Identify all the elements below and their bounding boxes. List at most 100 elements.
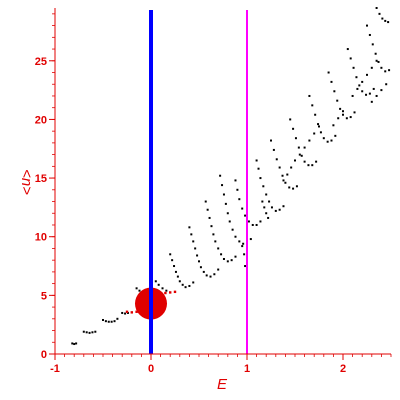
data-point xyxy=(184,286,187,289)
data-point xyxy=(138,289,141,292)
data-point xyxy=(194,247,197,250)
data-point xyxy=(192,240,195,243)
data-point xyxy=(135,287,138,290)
data-point xyxy=(380,66,383,69)
y-tick-label: 25 xyxy=(35,56,47,68)
data-point xyxy=(238,240,241,243)
data-point xyxy=(244,214,247,217)
data-point xyxy=(222,257,225,260)
y-axis-label: <n> xyxy=(18,169,35,195)
data-point xyxy=(178,280,181,283)
data-point xyxy=(196,254,199,257)
data-point xyxy=(249,238,252,241)
data-point xyxy=(294,159,296,162)
data-point xyxy=(318,125,320,128)
x-tick-label: 0 xyxy=(148,363,154,375)
data-point xyxy=(282,179,285,182)
data-point xyxy=(174,270,177,273)
data-point xyxy=(192,281,195,284)
data-point xyxy=(288,186,291,189)
data-point xyxy=(94,330,97,333)
data-point xyxy=(213,273,216,276)
data-point xyxy=(368,92,371,95)
data-point xyxy=(375,94,378,97)
data-point xyxy=(270,206,273,209)
data-point xyxy=(262,185,265,188)
data-point xyxy=(313,132,316,135)
y-tick-label: 0 xyxy=(41,349,47,361)
data-point xyxy=(342,113,344,116)
data-point xyxy=(292,187,295,190)
data-point xyxy=(259,177,262,180)
data-point xyxy=(355,76,358,79)
data-point xyxy=(314,113,317,116)
highlight-point xyxy=(135,310,138,313)
data-point xyxy=(242,242,245,245)
data-point xyxy=(116,317,119,320)
data-point xyxy=(330,139,333,142)
data-point xyxy=(330,80,333,83)
data-point xyxy=(375,7,378,9)
data-point xyxy=(365,93,368,96)
data-point xyxy=(171,259,174,262)
data-point xyxy=(206,208,209,211)
data-point xyxy=(352,66,355,69)
data-point xyxy=(210,225,213,228)
data-point xyxy=(226,260,229,263)
data-point xyxy=(154,280,157,283)
data-point xyxy=(317,123,320,126)
data-point xyxy=(377,60,380,63)
data-point xyxy=(351,94,354,97)
data-point xyxy=(202,270,205,273)
data-point xyxy=(221,184,224,187)
x-tick-label: 2 xyxy=(340,363,346,375)
data-point xyxy=(274,209,277,212)
x-tick-label: 1 xyxy=(244,363,250,375)
data-point xyxy=(282,205,285,208)
data-point xyxy=(380,89,383,92)
data-point xyxy=(361,80,364,83)
data-point xyxy=(388,69,391,72)
data-point xyxy=(204,200,207,203)
data-point xyxy=(332,124,335,127)
x-tick-label: -1 xyxy=(50,363,60,375)
data-point xyxy=(356,87,359,90)
data-point xyxy=(157,283,160,286)
data-point xyxy=(230,259,233,262)
data-point xyxy=(255,159,258,162)
data-point xyxy=(294,137,297,140)
data-point xyxy=(337,117,340,120)
data-point xyxy=(219,174,222,177)
data-point xyxy=(368,33,371,36)
highlight-point xyxy=(130,311,133,314)
data-point xyxy=(234,235,237,238)
y-tick-label: 10 xyxy=(35,232,47,244)
data-point xyxy=(255,223,258,226)
data-point xyxy=(346,48,349,51)
data-point xyxy=(88,331,91,334)
data-point xyxy=(236,188,239,191)
data-point xyxy=(387,21,390,24)
data-point xyxy=(322,137,325,140)
data-point xyxy=(234,255,237,258)
data-point xyxy=(231,228,234,231)
data-point xyxy=(208,216,211,219)
data-point xyxy=(124,312,127,315)
data-point xyxy=(342,110,344,113)
highlight-point xyxy=(164,291,167,295)
data-point xyxy=(198,260,200,263)
data-point xyxy=(263,206,266,209)
data-point xyxy=(217,247,220,250)
data-point xyxy=(268,200,271,203)
data-point xyxy=(326,140,329,143)
data-point xyxy=(327,71,330,74)
data-point xyxy=(226,212,229,215)
data-point xyxy=(289,118,292,121)
data-point xyxy=(91,331,94,334)
data-point xyxy=(107,320,110,323)
data-point xyxy=(214,240,217,243)
data-point xyxy=(284,181,287,184)
highlight-point xyxy=(169,291,172,294)
data-point xyxy=(315,160,318,163)
